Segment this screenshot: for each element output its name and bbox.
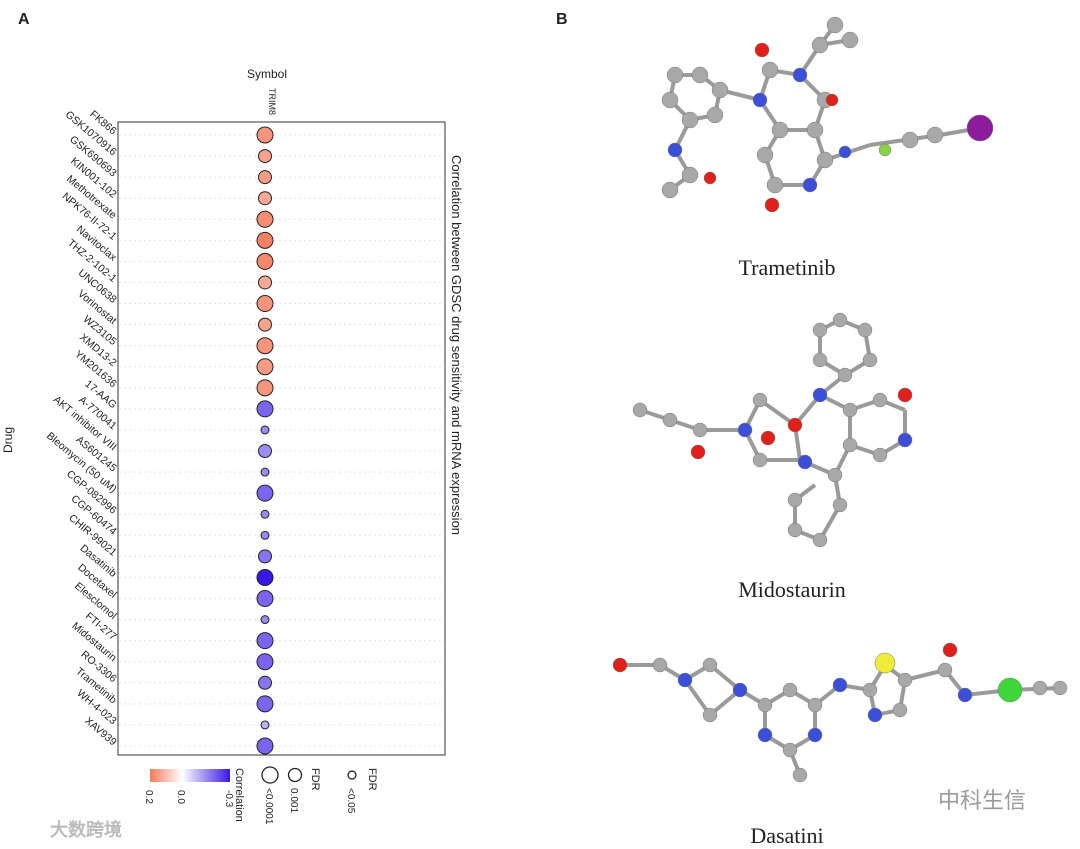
colorbar-tick-label: 0.0 [175, 790, 186, 804]
dot [256, 653, 274, 671]
y-axis-label: Drug [1, 427, 15, 453]
x-axis-label: Symbol [247, 67, 287, 81]
dot [256, 231, 274, 249]
size-key [261, 766, 279, 784]
dot [260, 467, 270, 477]
dot [258, 317, 272, 332]
dot [256, 295, 274, 313]
size-key-label: <0.0001 [263, 788, 274, 825]
dot [256, 252, 274, 270]
legend-title: Correlation [233, 768, 245, 822]
dot [256, 568, 274, 586]
legend-title: FDR [309, 768, 321, 791]
watermark: 中科生信 [938, 788, 1026, 813]
molecule-name: Midostaurin [738, 577, 846, 602]
molecule-midostaurin [632, 312, 913, 548]
dot [256, 632, 274, 650]
dot [258, 444, 272, 459]
dot [260, 720, 270, 730]
side-title: Correlation between GDSC drug sensitivit… [449, 155, 464, 535]
colorbar [150, 769, 230, 782]
dot [258, 191, 272, 206]
dot [256, 737, 274, 755]
dot [256, 590, 274, 608]
dot [258, 675, 272, 690]
dot [260, 425, 270, 435]
size-key-label: <0.05 [345, 788, 356, 814]
panel-label: B [556, 11, 568, 28]
molecule-name: Trametinib [739, 255, 836, 280]
panel-label: A [18, 11, 30, 28]
molecule-name: Dasatini [750, 823, 823, 848]
dot [258, 170, 272, 185]
plot-frame [117, 121, 446, 756]
dot [260, 509, 270, 519]
dot [256, 400, 274, 418]
colorbar-tick-label: -0.3 [223, 790, 234, 808]
dot [258, 549, 272, 564]
dot [256, 210, 274, 228]
size-key [287, 767, 303, 783]
size-key-label: 0.001 [288, 788, 299, 813]
legend-title: FDR [366, 768, 378, 791]
dot [256, 695, 274, 713]
dot [256, 126, 274, 144]
dot [260, 615, 270, 625]
dot [256, 379, 274, 397]
molecule-trametinib [661, 16, 994, 213]
molecule-dasatinib [612, 642, 1068, 783]
column-label: TRIM8 [267, 88, 277, 115]
dot [258, 149, 272, 164]
size-key [347, 770, 357, 780]
dot [258, 275, 272, 290]
dot [256, 484, 274, 502]
dot [256, 358, 274, 376]
colorbar-tick-label: 0.2 [143, 790, 154, 804]
dot [256, 337, 274, 355]
dot [260, 530, 270, 540]
watermark: 大数跨境 [50, 819, 122, 840]
